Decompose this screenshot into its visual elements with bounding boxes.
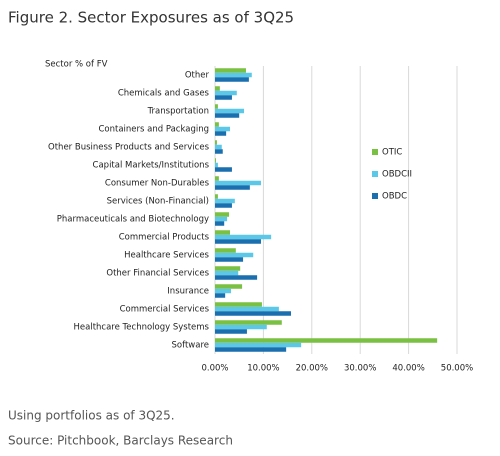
legend-label: OTIC (382, 148, 402, 158)
bar (215, 108, 245, 114)
note: Using portfolios as of 3Q25. (8, 409, 175, 423)
bar (215, 234, 272, 240)
bar (215, 126, 231, 132)
y-tick-label: Commercial Products (119, 233, 210, 243)
bar (215, 270, 239, 276)
y-tick-label: Other Financial Services (106, 269, 209, 279)
bar (215, 162, 218, 168)
chart-title: Figure 2. Sector Exposures as of 3Q25 (8, 9, 294, 27)
y-tick-label: Containers and Packaging (98, 125, 209, 135)
x-tick-label: 50.00% (441, 364, 473, 374)
bar (215, 144, 222, 150)
bar (215, 329, 247, 334)
legend-swatch (372, 149, 378, 155)
bar (215, 86, 220, 91)
y-tick-label: Other (185, 71, 210, 81)
legend-swatch (372, 171, 378, 177)
y-tick-label: Software (172, 341, 209, 351)
y-tick-label: Pharmaceuticals and Biotechnology (57, 215, 209, 225)
bar (215, 122, 219, 127)
x-tick-label: 30.00% (344, 364, 376, 374)
bar (215, 158, 216, 163)
bar (215, 288, 231, 294)
bar (215, 131, 227, 136)
bar (215, 324, 267, 330)
bar (215, 284, 243, 289)
y-tick-label: Healthcare Technology Systems (74, 323, 210, 333)
bar (215, 252, 254, 258)
y-tick-label: Capital Markets/Institutions (93, 161, 210, 171)
y-tick-label: Commercial Services (120, 305, 210, 315)
bar (215, 293, 226, 298)
bar (215, 149, 223, 154)
bar (215, 257, 244, 262)
x-tick-label: 20.00% (296, 364, 328, 374)
bar (215, 275, 258, 280)
bar (215, 230, 231, 235)
bar (215, 167, 232, 172)
bar (215, 347, 287, 352)
bar (215, 216, 228, 222)
legend-label: OBDCII (382, 170, 412, 180)
bar (215, 198, 235, 204)
bar (215, 72, 252, 78)
bar (215, 212, 230, 217)
bar (215, 90, 237, 96)
bar (215, 180, 261, 186)
bar (215, 248, 236, 253)
axis-label: Sector % of FV (45, 60, 108, 70)
bar (215, 194, 218, 199)
legend-swatch (372, 193, 378, 199)
y-tick-label: Services (Non-Financial) (107, 197, 209, 207)
bar (215, 185, 250, 190)
bar (215, 104, 218, 109)
bar (215, 302, 262, 307)
bar (215, 306, 279, 312)
bar (215, 77, 249, 82)
legend-label: OBDC (382, 192, 407, 202)
y-tick-label: Consumer Non-Durables (105, 179, 210, 189)
x-tick-label: 0.00% (201, 364, 228, 374)
x-tick-label: 40.00% (392, 364, 424, 374)
bar (215, 68, 246, 73)
bar (215, 338, 438, 343)
bar (215, 266, 241, 271)
bar (215, 176, 219, 181)
bar (215, 140, 217, 145)
bar (215, 320, 282, 325)
bar (215, 342, 302, 348)
bar (215, 113, 240, 118)
bar (215, 311, 291, 316)
note: Source: Pitchbook, Barclays Research (8, 434, 233, 448)
x-tick-label: 10.00% (247, 364, 279, 374)
bar (215, 239, 261, 244)
y-tick-label: Insurance (167, 287, 209, 297)
bar (215, 203, 232, 208)
y-tick-label: Transportation (147, 107, 209, 117)
bar (215, 95, 232, 100)
y-tick-label: Healthcare Services (124, 251, 209, 261)
y-tick-label: Chemicals and Gases (118, 89, 210, 99)
bar (215, 221, 225, 226)
y-tick-label: Other Business Products and Services (48, 143, 210, 153)
